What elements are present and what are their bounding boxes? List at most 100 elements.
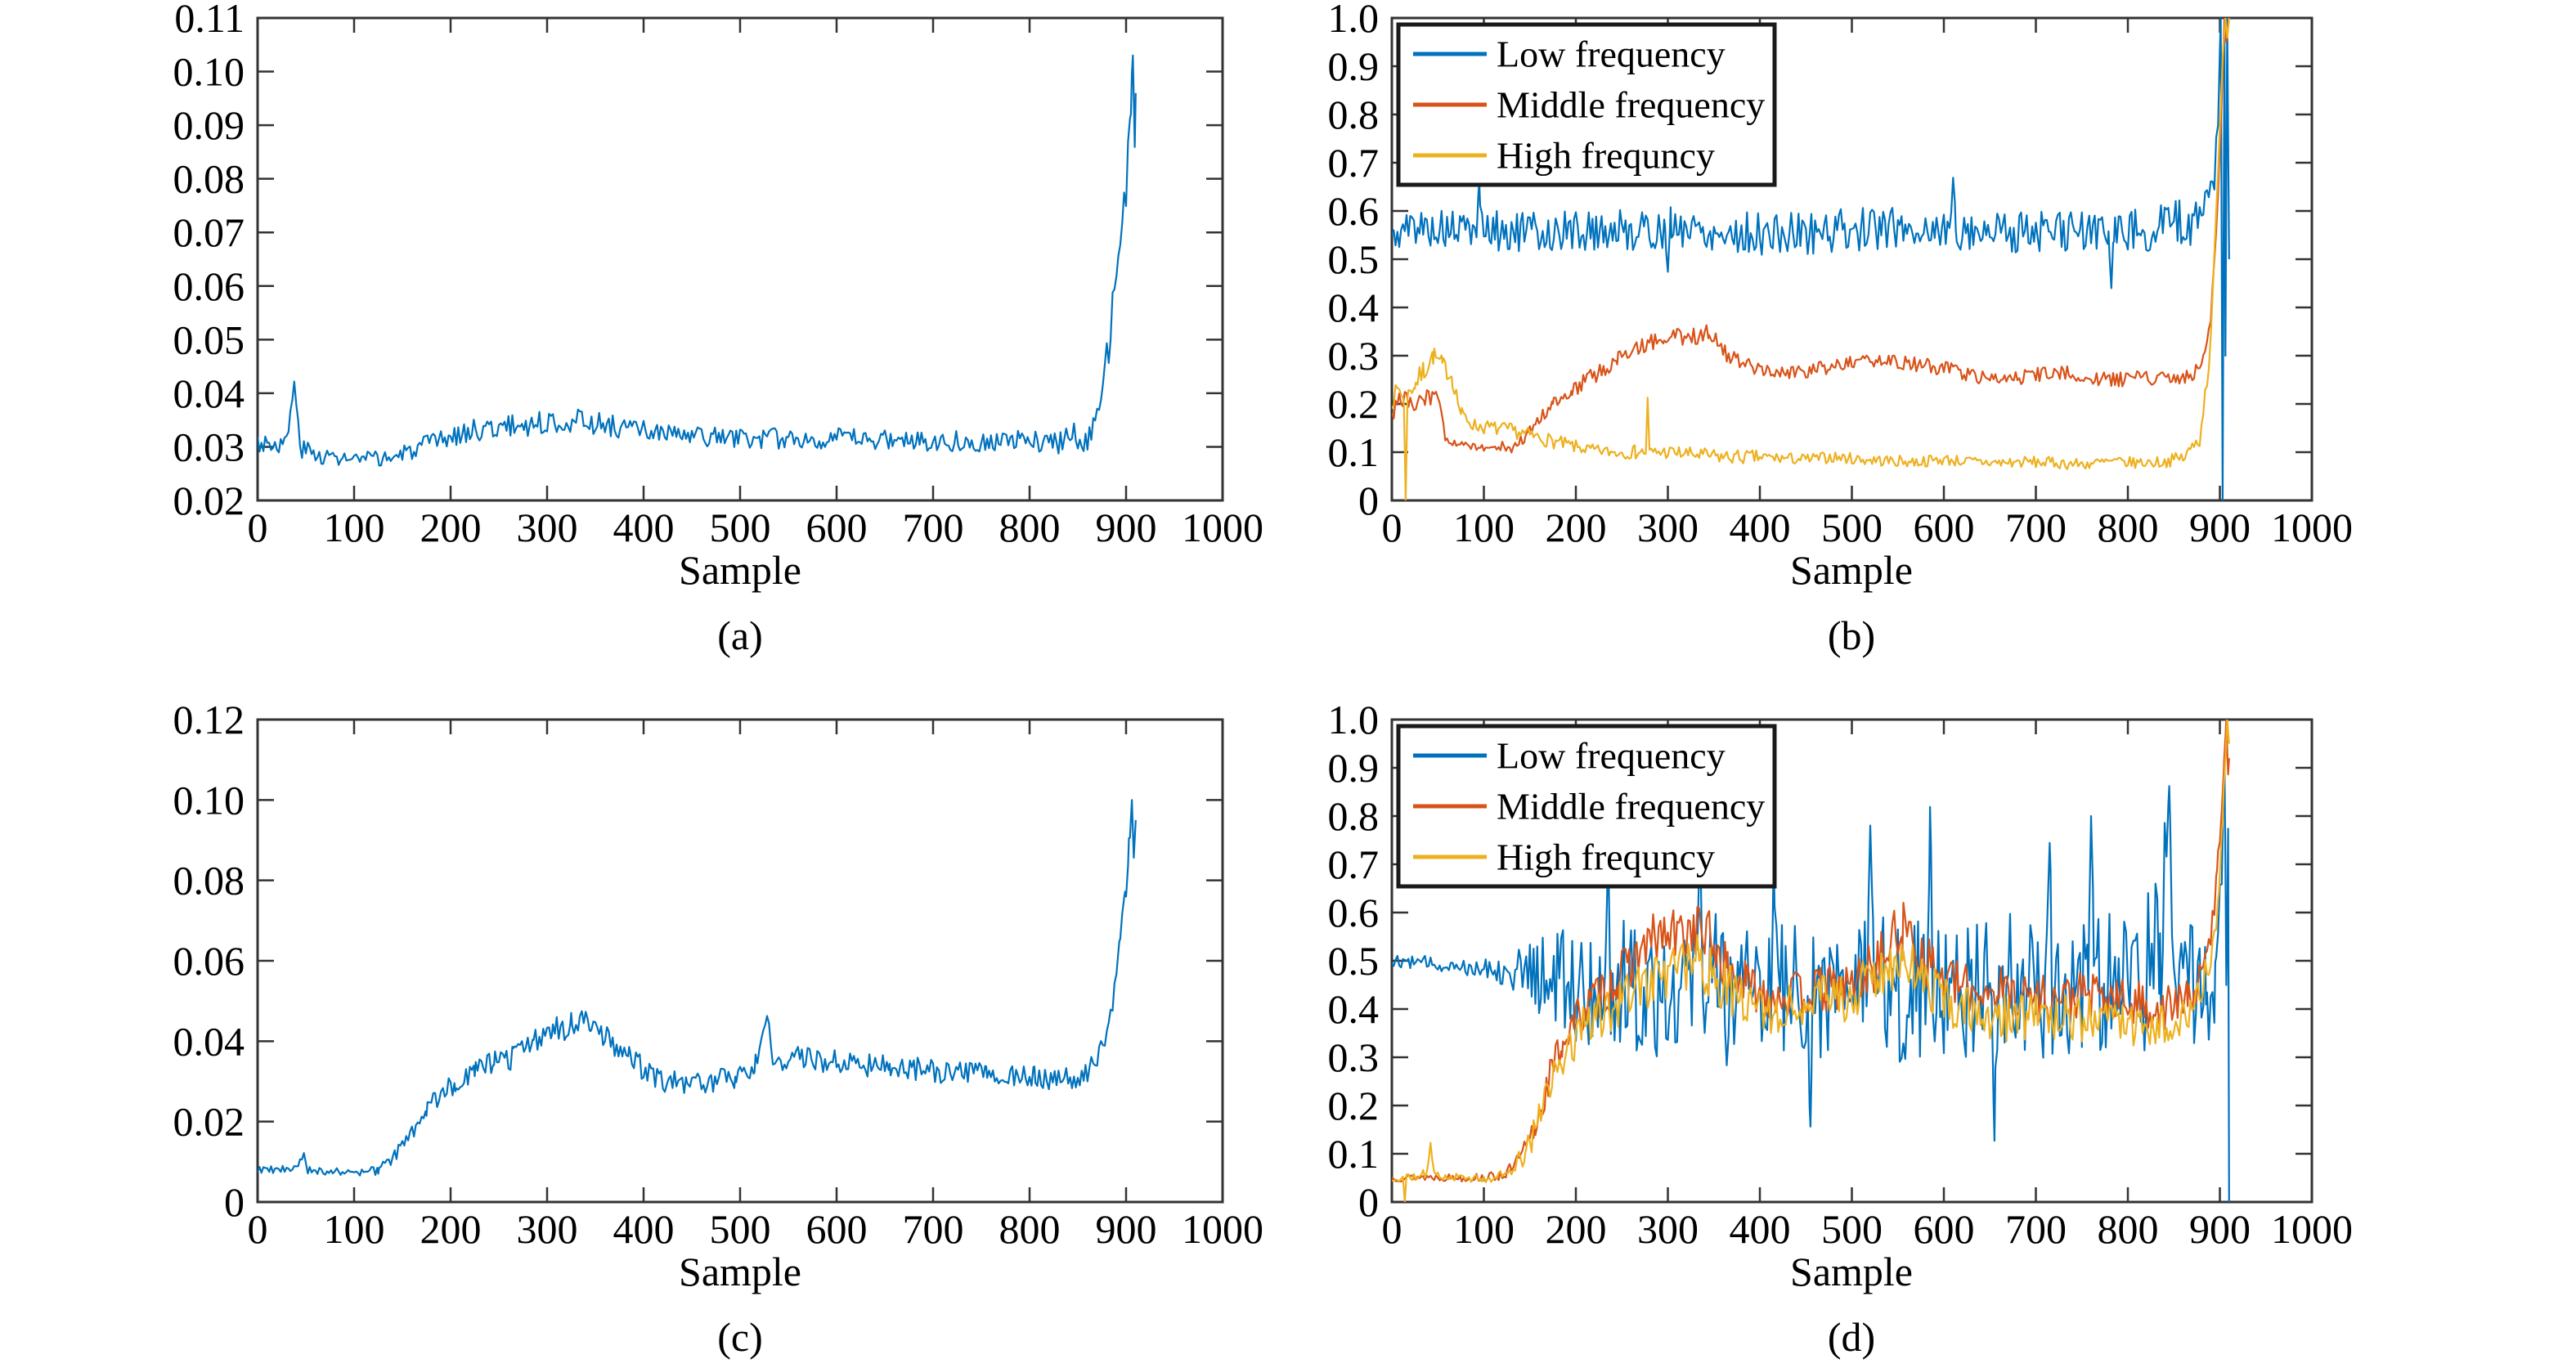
xtick-label: 400 (613, 505, 675, 550)
ytick-label: 0.09 (173, 102, 245, 148)
series-high-frequncy (1392, 18, 2230, 500)
ytick-label: 0.3 (1328, 333, 1380, 379)
ticks-d: 0 100 200 300 400 500 600 700 800 900 100000.10.20… (1328, 697, 2354, 1252)
xtick-label: 900 (1096, 505, 1157, 550)
axes-box-a (256, 16, 1224, 502)
xtick-label: 800 (999, 505, 1061, 550)
ytick-label: 0 (1358, 1179, 1379, 1225)
ytick-label: 0.04 (173, 370, 245, 416)
xtick-label: 300 (517, 1206, 578, 1252)
caption-b: (b) (1827, 612, 1876, 658)
xtick-label: 600 (806, 505, 868, 550)
legend-b: Low frequency Middle frequency High frequn… (1396, 22, 1777, 187)
axes-box-c (256, 718, 1224, 1204)
ytick-label: 0.02 (173, 478, 245, 523)
ytick-label: 0.10 (173, 49, 245, 95)
ytick-label: 0.7 (1328, 841, 1380, 887)
xtick-label: 300 (1637, 1206, 1699, 1252)
legend-label: Middle frequency (1497, 786, 1765, 828)
xlabel-b: Sample (1790, 547, 1913, 593)
xtick-label: 200 (1546, 1206, 1607, 1252)
ytick-label: 0.5 (1328, 938, 1380, 984)
xtick-label: 800 (2098, 505, 2159, 550)
ytick-label: 0.6 (1328, 188, 1380, 234)
xtick-label: 700 (903, 1206, 964, 1252)
xtick-label: 200 (1546, 505, 1607, 550)
series-high-frequncy (1392, 720, 2230, 1202)
xtick-label: 100 (1453, 505, 1515, 550)
caption-a: (a) (717, 612, 763, 658)
series-middle-frequency (1392, 720, 2230, 1182)
xtick-label: 700 (903, 505, 964, 550)
xtick-label: 0 (1382, 1206, 1402, 1252)
chart-c: 0 100 200 300 400 500 600 700 800 900 1000 0 0.02 0.0… (173, 697, 1264, 1252)
xlabel-c: Sample (679, 1249, 801, 1294)
xtick-label: 1000 (2271, 1206, 2353, 1252)
xtick-label: 900 (2189, 505, 2251, 550)
ytick-label: 0.1 (1328, 429, 1380, 475)
xtick-label: 100 (324, 1206, 385, 1252)
xtick-label: 600 (1914, 1206, 1975, 1252)
ytick-label: 0.1 (1328, 1131, 1380, 1177)
series-c (258, 799, 1137, 1177)
ticks-c: 0 100 200 300 400 500 600 700 800 900 1000 0 0.02 0.0… (173, 697, 1264, 1252)
xtick-label: 200 (420, 505, 482, 550)
ytick-label: 0.06 (173, 263, 245, 309)
ytick-label: 0.8 (1328, 793, 1380, 839)
xtick-label: 800 (999, 1206, 1061, 1252)
xtick-label: 900 (2189, 1206, 2251, 1252)
ytick-label: 0.12 (173, 697, 245, 742)
legend-label: Low frequency (1497, 735, 1726, 777)
chart-d: 0 100 200 300 400 500 600 700 800 900 100000.10.20… (1328, 697, 2354, 1252)
xtick-label: 800 (2098, 1206, 2159, 1252)
series-a (258, 54, 1137, 467)
xtick-label: 500 (1821, 505, 1883, 550)
ytick-label: 0 (224, 1179, 245, 1225)
xtick-label: 1000 (2271, 505, 2353, 550)
chart-b: 0 100 200 300 400 500 600 700 800 900 100000.10.20… (1328, 0, 2354, 550)
ytick-label: 0.05 (173, 316, 245, 362)
xtick-label: 700 (2005, 1206, 2067, 1252)
xtick-label: 0 (248, 505, 268, 550)
series-low-frequency (1392, 756, 2230, 1202)
xtick-label: 1000 (1182, 505, 1263, 550)
ytick-label: 0.8 (1328, 92, 1380, 137)
ytick-label: 0.11 (174, 0, 245, 41)
ytick-label: 0.06 (173, 938, 245, 984)
ytick-label: 0.4 (1328, 986, 1380, 1032)
xtick-label: 400 (1730, 505, 1791, 550)
xtick-label: 300 (1637, 505, 1699, 550)
xtick-label: 500 (710, 505, 771, 550)
ytick-label: 0.9 (1328, 745, 1380, 791)
chart-a: 0 100 200 300 400 500 600 700 800 900 1000 0.02 0.03… (173, 0, 1264, 550)
caption-d: (d) (1827, 1314, 1876, 1360)
legend-label: High frequncy (1497, 836, 1715, 878)
ytick-label: 0.10 (173, 777, 245, 823)
xtick-label: 600 (806, 1206, 868, 1252)
ytick-label: 0.3 (1328, 1034, 1380, 1080)
ytick-label: 0.03 (173, 424, 245, 469)
series-low-frequency (1392, 18, 2230, 500)
ytick-label: 1.0 (1328, 697, 1380, 742)
xlabel-d: Sample (1790, 1249, 1913, 1294)
ytick-label: 1.0 (1328, 0, 1380, 41)
ytick-label: 0.04 (173, 1018, 245, 1064)
ytick-label: 0.02 (173, 1099, 245, 1145)
legend-label: High frequncy (1497, 135, 1715, 177)
xtick-label: 200 (420, 1206, 482, 1252)
ticks-a: 0 100 200 300 400 500 600 700 800 900 1000 0.02 0.03… (173, 0, 1264, 550)
ytick-label: 0.07 (173, 209, 245, 255)
ytick-label: 0.4 (1328, 285, 1380, 330)
ticks-b: 0 100 200 300 400 500 600 700 800 900 100000.10.20… (1328, 0, 2354, 550)
xtick-label: 0 (248, 1206, 268, 1252)
xtick-label: 300 (517, 505, 578, 550)
legend-label: Middle frequency (1497, 84, 1765, 126)
legend-label: Low frequency (1497, 34, 1726, 75)
ytick-label: 0.08 (173, 156, 245, 202)
series-middle-frequency (1392, 18, 2230, 454)
xtick-label: 500 (1821, 1206, 1883, 1252)
ytick-label: 0.9 (1328, 43, 1380, 89)
ytick-label: 0.7 (1328, 140, 1380, 186)
